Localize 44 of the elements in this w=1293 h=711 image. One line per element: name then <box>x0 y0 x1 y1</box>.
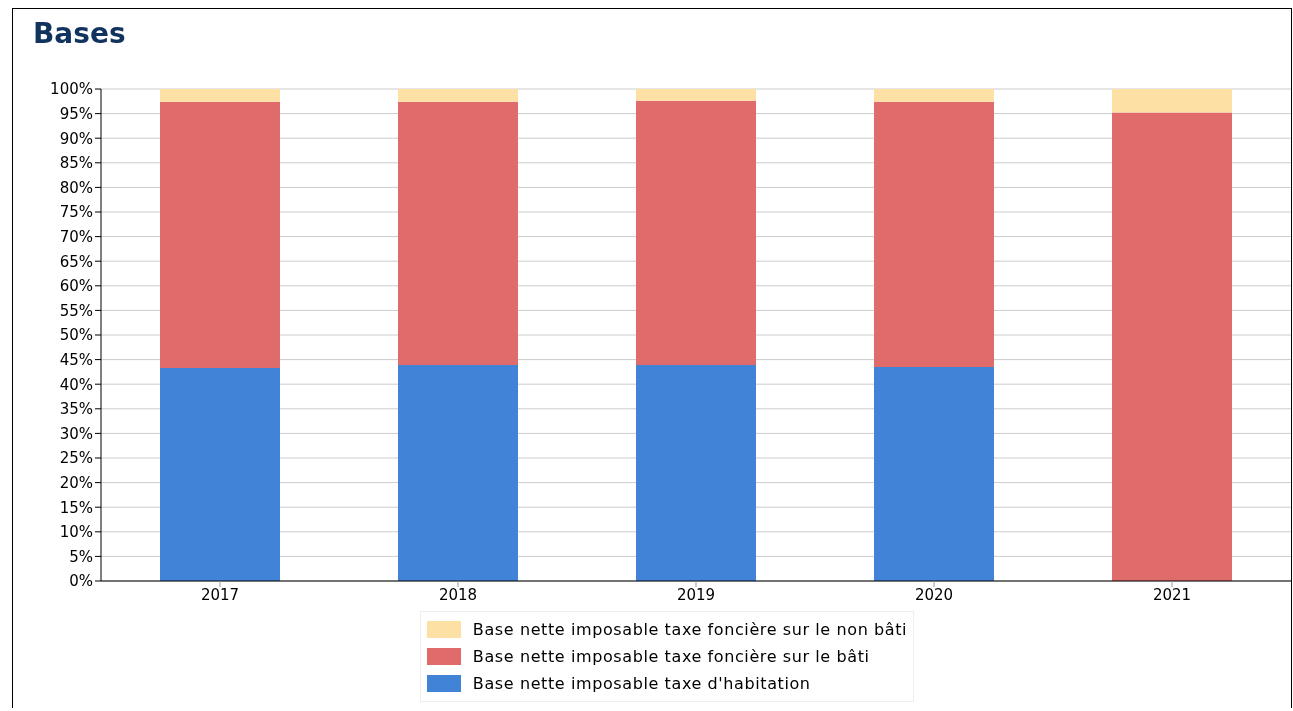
bar <box>874 89 994 102</box>
x-tick-label: 2019 <box>676 585 716 604</box>
y-tick-label: 85% <box>59 154 93 173</box>
legend-label: Base nette imposable taxe foncière sur le bâti <box>471 646 871 668</box>
y-tick-label: 15% <box>59 498 93 517</box>
x-tick-label: 2018 <box>438 585 478 604</box>
legend-label: Base nette imposable taxe foncière sur le non bâti <box>471 619 908 641</box>
legend-label: Base nette imposable taxe d'habitation <box>471 673 812 695</box>
y-tick-label: 20% <box>59 473 93 492</box>
y-tick-label: 10% <box>59 523 93 542</box>
y-tick-label: 100% <box>50 80 93 99</box>
bar <box>636 100 756 366</box>
bar <box>636 89 756 101</box>
bar <box>160 367 280 581</box>
bar <box>398 365 518 581</box>
y-tick-label: 80% <box>59 178 93 197</box>
y-tick-label: 35% <box>59 400 93 419</box>
bar <box>398 101 518 366</box>
y-tick-label: 40% <box>59 375 93 394</box>
y-tick-label: 65% <box>59 252 93 271</box>
bar <box>398 89 518 102</box>
bar <box>874 101 994 367</box>
bar <box>1112 89 1232 113</box>
y-tick-label: 30% <box>59 424 93 443</box>
y-tick-label: 95% <box>59 104 93 123</box>
y-tick-label: 90% <box>59 129 93 148</box>
y-tick-label: 50% <box>59 326 93 345</box>
bar <box>160 89 280 102</box>
y-tick-label: 60% <box>59 277 93 296</box>
y-tick-label: 45% <box>59 350 93 369</box>
y-tick-label: 75% <box>59 203 93 222</box>
bar <box>1112 112 1232 581</box>
bar <box>874 366 994 581</box>
y-tick-label: 25% <box>59 449 93 468</box>
bar <box>636 365 756 581</box>
x-tick-label: 2020 <box>914 585 954 604</box>
y-tick-label: 0% <box>69 572 93 591</box>
y-tick-label: 70% <box>59 227 93 246</box>
chart-title: Bases <box>33 17 126 50</box>
x-tick-label: 2021 <box>1152 585 1192 604</box>
bar <box>160 101 280 368</box>
x-tick-label: 2017 <box>200 585 240 604</box>
y-tick-label: 55% <box>59 301 93 320</box>
y-tick-label: 5% <box>69 547 93 566</box>
